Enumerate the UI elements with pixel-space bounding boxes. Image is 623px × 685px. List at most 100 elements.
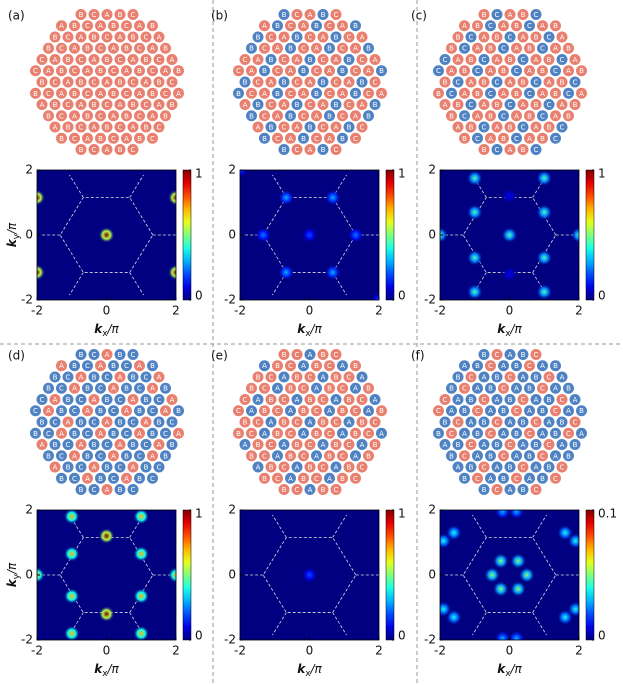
site-letter: C (262, 452, 267, 460)
site-letter: A (85, 407, 90, 415)
site-letter: B (436, 90, 441, 98)
site-letter: B (482, 146, 487, 154)
lattice-site (114, 416, 126, 428)
site-letter: A (360, 441, 365, 449)
lattice-site (246, 427, 257, 439)
site-letter: C (295, 146, 300, 154)
site-letter: A (327, 135, 332, 143)
site-letter: A (501, 362, 506, 370)
lattice-site (350, 360, 361, 372)
lattice-site (485, 405, 496, 417)
lattice-site (75, 121, 87, 133)
site-letter: B (566, 45, 571, 53)
lattice-site (291, 416, 303, 428)
lattice-site (517, 76, 529, 88)
lattice-site (556, 31, 568, 43)
site-letter: C (566, 90, 571, 98)
x-axis-label-base: k (497, 662, 506, 676)
lattice-site (324, 110, 335, 122)
lattice-site (62, 76, 74, 88)
spot (168, 189, 176, 206)
site-letter: B (282, 351, 287, 359)
lattice-site (452, 31, 464, 43)
lattice-site (56, 42, 67, 54)
lattice-site (147, 20, 158, 32)
site-letter: A (373, 56, 378, 64)
lattice-site (95, 360, 106, 372)
lattice-site (134, 65, 145, 77)
lattice-site (121, 382, 132, 394)
site-letter: A (92, 56, 97, 64)
lattice-site (511, 65, 522, 77)
site-letter: C (456, 79, 461, 87)
site-letter: C (308, 33, 313, 41)
lattice-site (330, 484, 342, 496)
site-letter: A (314, 112, 319, 120)
site-letter: B (275, 430, 280, 438)
site-letter: B (327, 452, 332, 460)
site-letter: C (269, 373, 274, 381)
site-letter: B (553, 362, 558, 370)
lattice-site (246, 405, 257, 417)
lattice-site (459, 427, 470, 439)
lattice-site (537, 110, 548, 122)
site-letter: B (469, 464, 474, 472)
lattice-site (530, 348, 542, 360)
spot (133, 545, 150, 562)
lattice-site (272, 20, 283, 32)
site-letter: B (46, 385, 51, 393)
site-letter: C (72, 135, 77, 143)
colorbar (585, 509, 595, 641)
lattice-site (563, 87, 574, 99)
lattice-site (272, 132, 283, 144)
lattice-site (153, 31, 165, 43)
site-letter: B (334, 101, 339, 109)
site-letter: B (553, 430, 558, 438)
colorbar-tick-label: 0 (398, 289, 406, 303)
panel-label: (b) (211, 9, 228, 23)
lattice-site (459, 405, 470, 417)
site-letter: B (521, 79, 526, 87)
site-letter: B (79, 11, 84, 19)
site-letter: A (249, 407, 254, 415)
heatmap (37, 174, 176, 296)
lattice-site (537, 42, 548, 54)
spot (240, 170, 248, 178)
site-letter: B (573, 441, 578, 449)
lattice-site (478, 348, 490, 360)
site-letter: A (53, 464, 58, 472)
lattice-site (337, 132, 348, 144)
lattice-site (173, 87, 184, 99)
lattice-site (114, 439, 126, 451)
lattice-site (95, 20, 106, 32)
site-letter: C (521, 396, 526, 404)
lattice-site (330, 461, 342, 473)
site-letter: B (262, 135, 267, 143)
lattice-site (465, 439, 477, 451)
lattice-site (498, 110, 509, 122)
lattice-site (121, 65, 132, 77)
lattice-site (530, 144, 542, 156)
site-letter: A (540, 362, 545, 370)
site-letter: C (540, 385, 545, 393)
site-letter: B (462, 475, 467, 483)
spot (445, 524, 462, 541)
zone-extension (272, 174, 287, 198)
lattice-site (304, 144, 316, 156)
site-letter: B (144, 56, 149, 64)
lattice-site (498, 42, 509, 54)
lattice-site (537, 382, 548, 394)
lattice-site (285, 87, 296, 99)
spot (466, 204, 483, 221)
lattice-site (563, 405, 574, 417)
lattice-site (278, 8, 290, 20)
site-letter: A (488, 475, 493, 483)
site-letter: A (118, 33, 123, 41)
x-axis-label-sub: x (505, 669, 511, 679)
lattice-site (524, 132, 535, 144)
site-letter: A (288, 67, 293, 75)
lattice-site (265, 99, 277, 111)
x-axis-label-sub: x (102, 669, 108, 679)
x-axis-label: kx/π (94, 662, 119, 679)
site-letter: A (176, 90, 181, 98)
